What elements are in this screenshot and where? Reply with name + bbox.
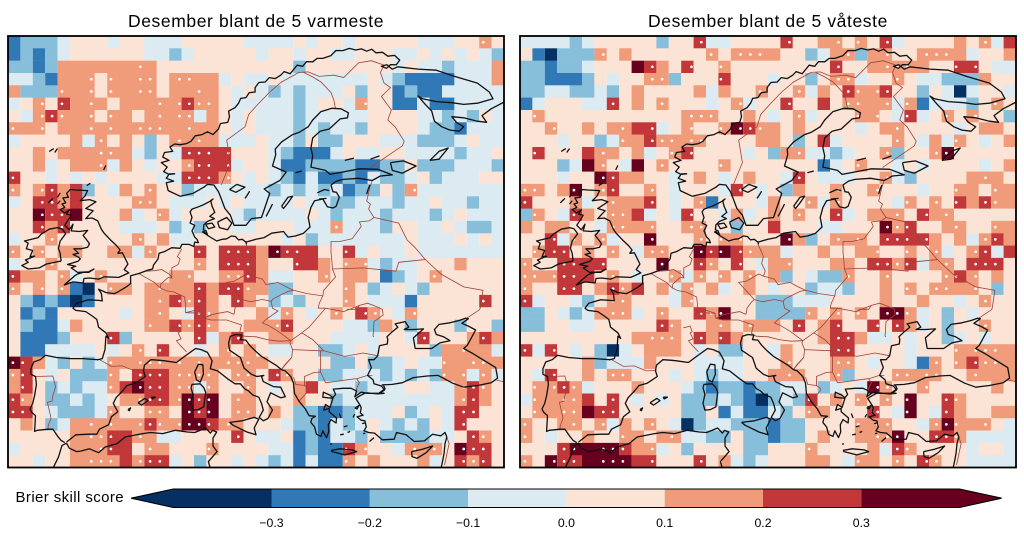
svg-text:Desember blant de 5 våteste: Desember blant de 5 våteste (648, 11, 888, 31)
svg-text:0.2: 0.2 (754, 516, 771, 530)
svg-text:−0.3: −0.3 (259, 516, 283, 530)
svg-text:Brier skill score: Brier skill score (16, 489, 124, 506)
svg-text:−0.1: −0.1 (456, 516, 480, 530)
svg-text:0.0: 0.0 (558, 516, 575, 530)
svg-text:−0.2: −0.2 (358, 516, 382, 530)
svg-text:0.3: 0.3 (853, 516, 870, 530)
svg-text:Desember blant de 5 varmeste: Desember blant de 5 varmeste (128, 11, 384, 31)
svg-text:0.1: 0.1 (656, 516, 673, 530)
